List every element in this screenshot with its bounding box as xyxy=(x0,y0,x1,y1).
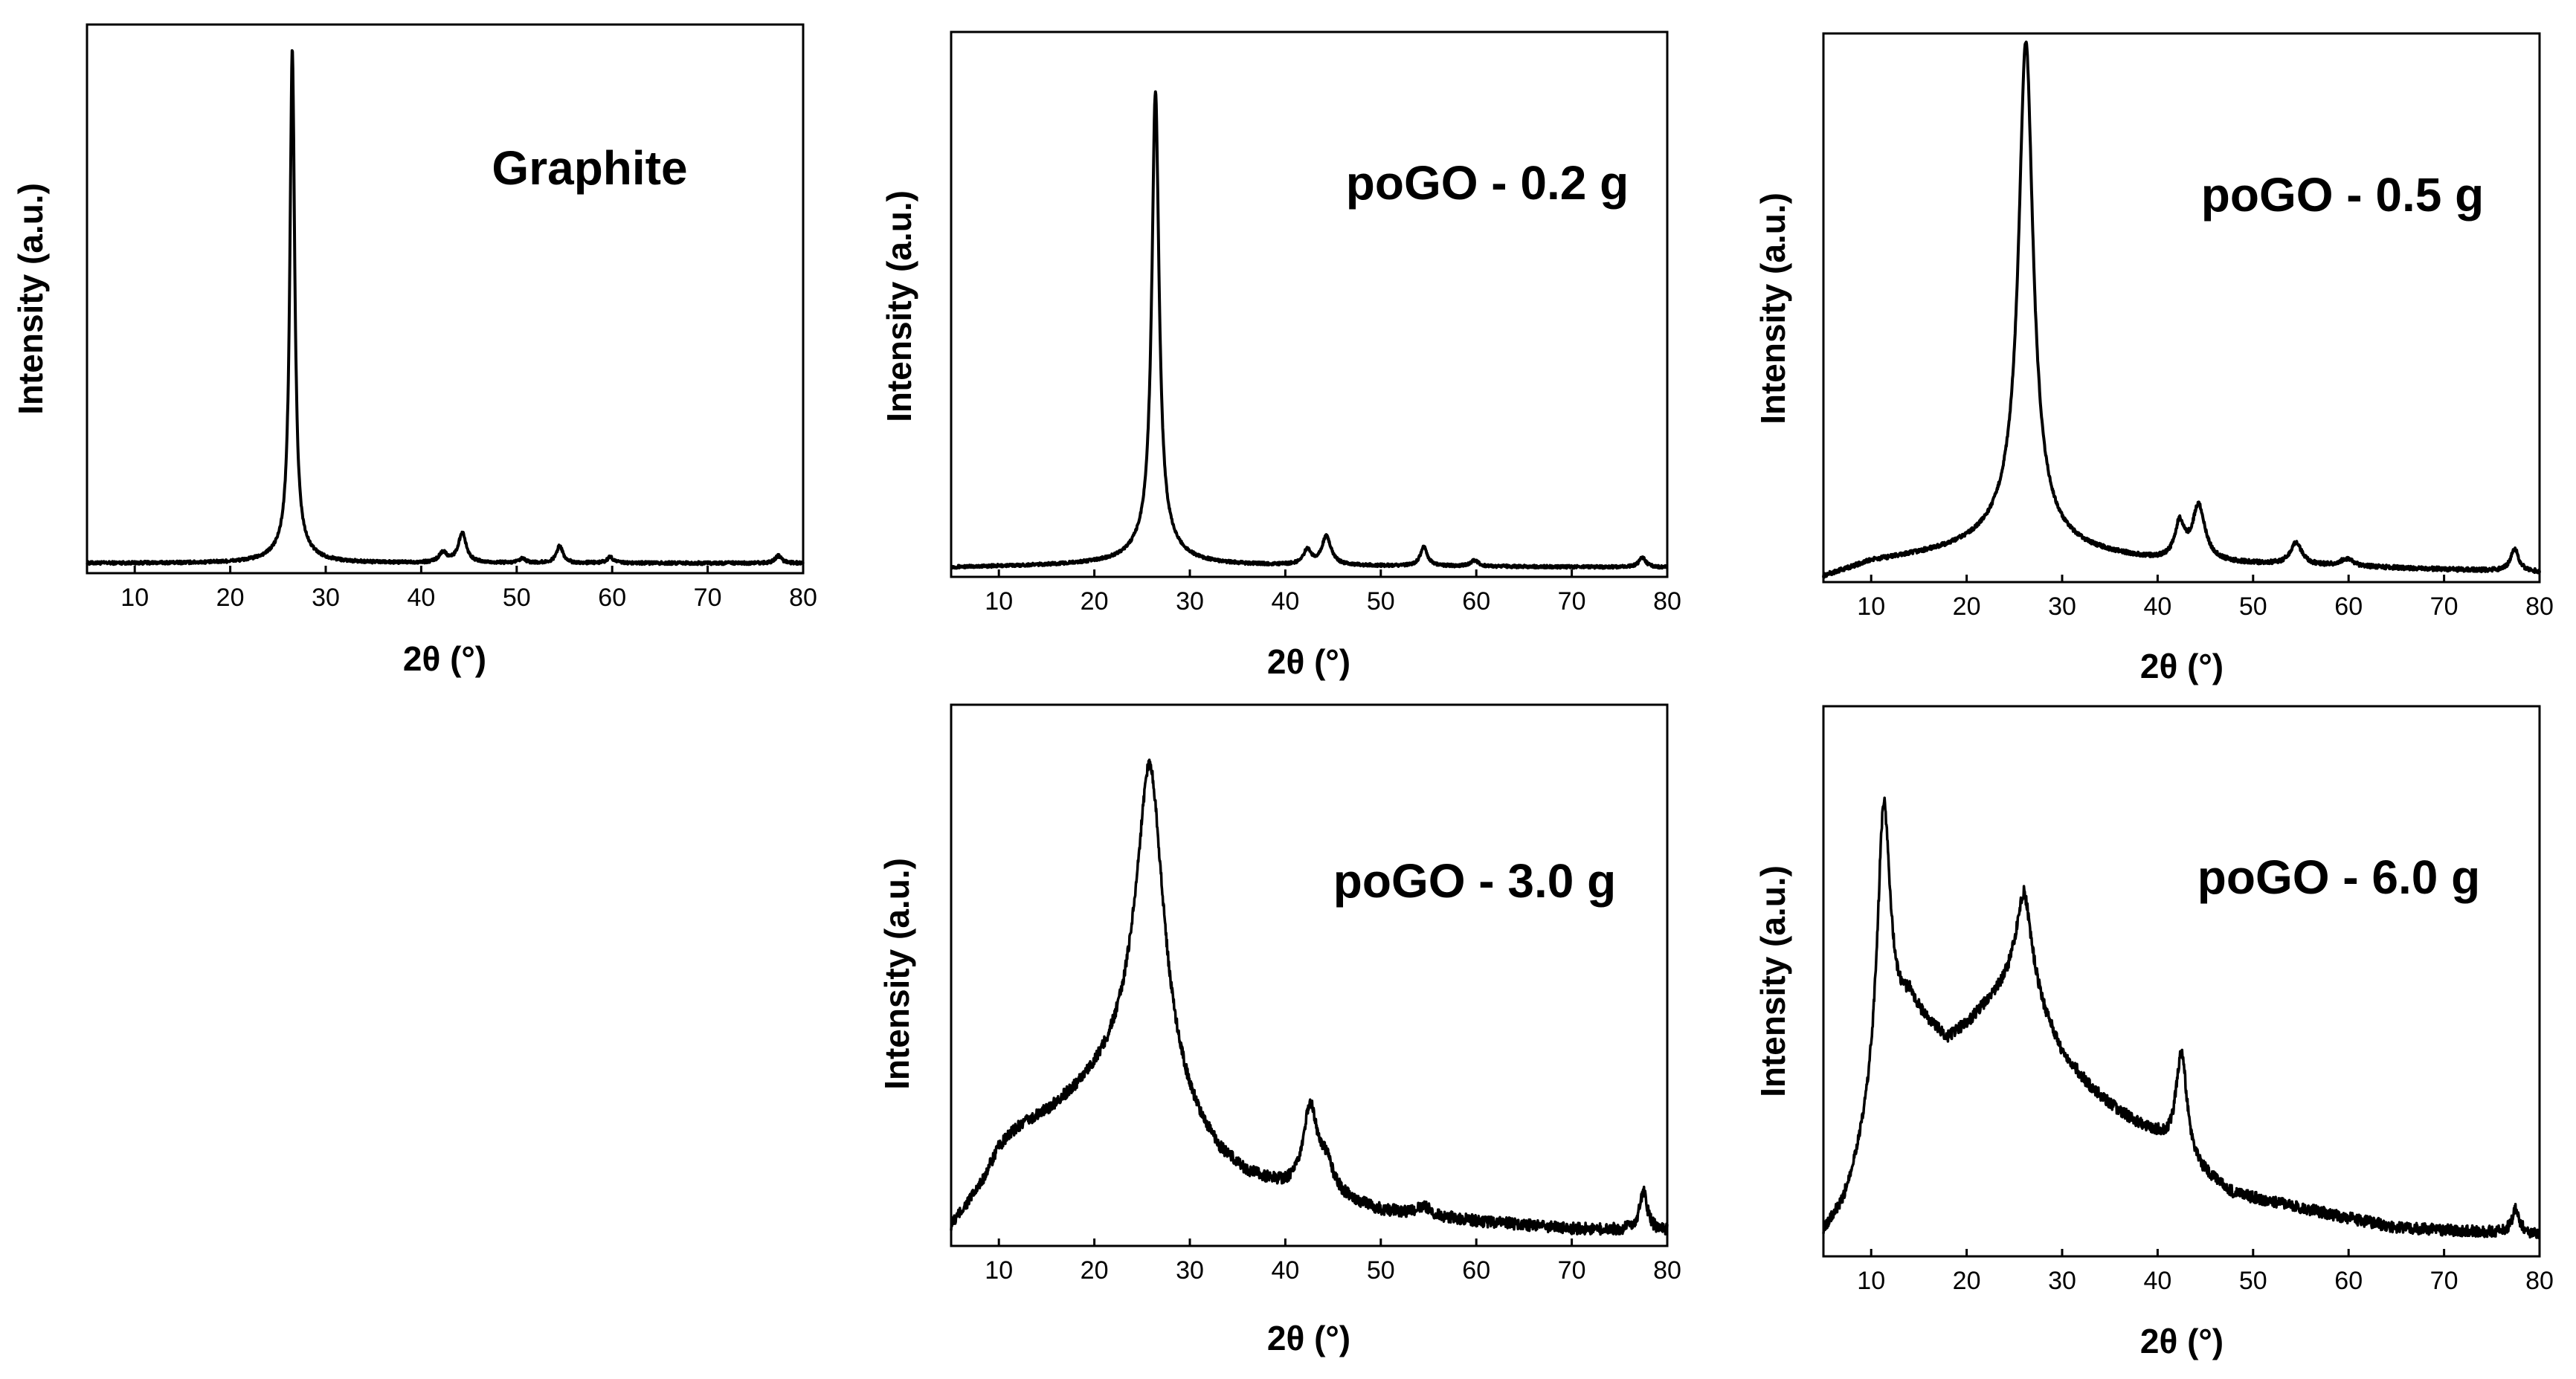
x-tick-label: 50 xyxy=(2239,592,2267,621)
panel-pogo-3-0g: 10 20 30 40 50 60 70 80 2θ (°) Intensity (a.u.)… xyxy=(878,703,1681,1357)
x-tick-label: 70 xyxy=(1558,587,1586,616)
x-tick-label: 10 xyxy=(985,587,1013,616)
sample-label: poGO - 3.0 g xyxy=(1333,854,1616,908)
x-tick-label: 10 xyxy=(1857,1267,1885,1295)
xrd-pattern-line xyxy=(950,90,1669,570)
x-tick-label: 80 xyxy=(2525,592,2554,621)
plot-frame xyxy=(1822,705,2541,1258)
panel-pogo-6-0g: 10 20 30 40 50 60 70 80 2θ (°) Intensity (a.u.)… xyxy=(1754,705,2554,1360)
y-axis-label: Intensity (a.u.) xyxy=(880,190,918,422)
sample-label: poGO - 0.2 g xyxy=(1346,156,1629,210)
panel-pogo-0-5g: 10 20 30 40 50 60 70 80 2θ (°) Intensity (a.u.)… xyxy=(1754,32,2554,685)
x-tick-label: 70 xyxy=(2430,592,2459,621)
x-tick-label: 10 xyxy=(985,1256,1013,1285)
x-tick-label: 80 xyxy=(2525,1267,2554,1295)
sample-label: poGO - 6.0 g xyxy=(2197,850,2480,904)
x-tick-label: 20 xyxy=(216,584,245,612)
x-tick-label: 70 xyxy=(2430,1267,2459,1295)
x-tick-label: 30 xyxy=(2048,592,2076,621)
panel-graphite: 10 20 30 40 50 60 70 80 2θ (°) Intensity (a.u.)… xyxy=(11,23,817,678)
x-axis-ticks xyxy=(1870,1249,2541,1256)
x-tick-label: 40 xyxy=(2143,1267,2171,1295)
xrd-pattern-line xyxy=(1822,40,2541,579)
xrd-pattern-line xyxy=(950,758,1669,1236)
y-axis-label: Intensity (a.u.) xyxy=(1754,193,1792,424)
x-tick-label: 10 xyxy=(120,584,149,612)
x-axis-ticks xyxy=(1870,575,2541,582)
x-axis-ticks xyxy=(133,566,805,573)
x-tick-label: 20 xyxy=(1081,587,1109,616)
x-tick-label: 20 xyxy=(1081,1256,1109,1285)
x-axis-tick-labels: 10 20 30 40 50 60 70 80 xyxy=(1857,592,2554,621)
y-axis-label: Intensity (a.u.) xyxy=(878,858,916,1090)
xrd-pattern-line xyxy=(1822,796,2541,1239)
x-tick-label: 70 xyxy=(1558,1256,1586,1285)
x-axis-label: 2θ (°) xyxy=(2140,647,2224,685)
x-tick-label: 50 xyxy=(1367,587,1395,616)
x-tick-label: 80 xyxy=(1653,587,1681,616)
x-tick-label: 50 xyxy=(1367,1256,1395,1285)
x-tick-label: 30 xyxy=(2048,1267,2076,1295)
plot-frame xyxy=(950,703,1669,1247)
x-tick-label: 30 xyxy=(1176,587,1204,616)
x-tick-label: 10 xyxy=(1857,592,1885,621)
x-axis-ticks xyxy=(997,569,1669,577)
x-tick-label: 80 xyxy=(789,584,817,612)
xrd-pattern-line xyxy=(86,49,805,566)
x-tick-label: 60 xyxy=(1462,587,1490,616)
plot-frame xyxy=(86,23,805,575)
x-tick-label: 20 xyxy=(1953,1267,1981,1295)
x-tick-label: 60 xyxy=(2334,1267,2363,1295)
x-tick-label: 40 xyxy=(2143,592,2171,621)
x-tick-label: 50 xyxy=(2239,1267,2267,1295)
x-axis-label: 2θ (°) xyxy=(403,639,486,678)
plot-frame xyxy=(1822,32,2541,584)
plot-frame xyxy=(950,30,1669,578)
x-tick-label: 40 xyxy=(1271,587,1299,616)
x-axis-tick-labels: 10 20 30 40 50 60 70 80 xyxy=(985,587,1681,616)
x-axis-tick-labels: 10 20 30 40 50 60 70 80 xyxy=(120,584,817,612)
x-tick-label: 40 xyxy=(407,584,435,612)
x-axis-label: 2θ (°) xyxy=(1267,642,1350,681)
x-tick-label: 30 xyxy=(312,584,340,612)
x-tick-label: 60 xyxy=(598,584,626,612)
x-tick-label: 50 xyxy=(503,584,531,612)
x-tick-label: 80 xyxy=(1653,1256,1681,1285)
sample-label: Graphite xyxy=(492,141,687,195)
x-tick-label: 60 xyxy=(2334,592,2363,621)
x-axis-label: 2θ (°) xyxy=(2140,1322,2224,1360)
y-axis-label: Intensity (a.u.) xyxy=(11,183,50,415)
x-axis-label: 2θ (°) xyxy=(1267,1319,1350,1357)
panel-pogo-0-2g: 10 20 30 40 50 60 70 80 2θ (°) Intensity (a.u.)… xyxy=(880,30,1681,681)
x-tick-label: 60 xyxy=(1462,1256,1490,1285)
x-tick-label: 30 xyxy=(1176,1256,1204,1285)
x-tick-label: 70 xyxy=(694,584,722,612)
x-axis-ticks xyxy=(997,1238,1669,1246)
y-axis-label: Intensity (a.u.) xyxy=(1754,865,1792,1097)
sample-label: poGO - 0.5 g xyxy=(2201,168,2484,222)
x-axis-tick-labels: 10 20 30 40 50 60 70 80 xyxy=(985,1256,1681,1285)
x-tick-label: 40 xyxy=(1271,1256,1299,1285)
x-tick-label: 20 xyxy=(1953,592,1981,621)
x-axis-tick-labels: 10 20 30 40 50 60 70 80 xyxy=(1857,1267,2554,1295)
